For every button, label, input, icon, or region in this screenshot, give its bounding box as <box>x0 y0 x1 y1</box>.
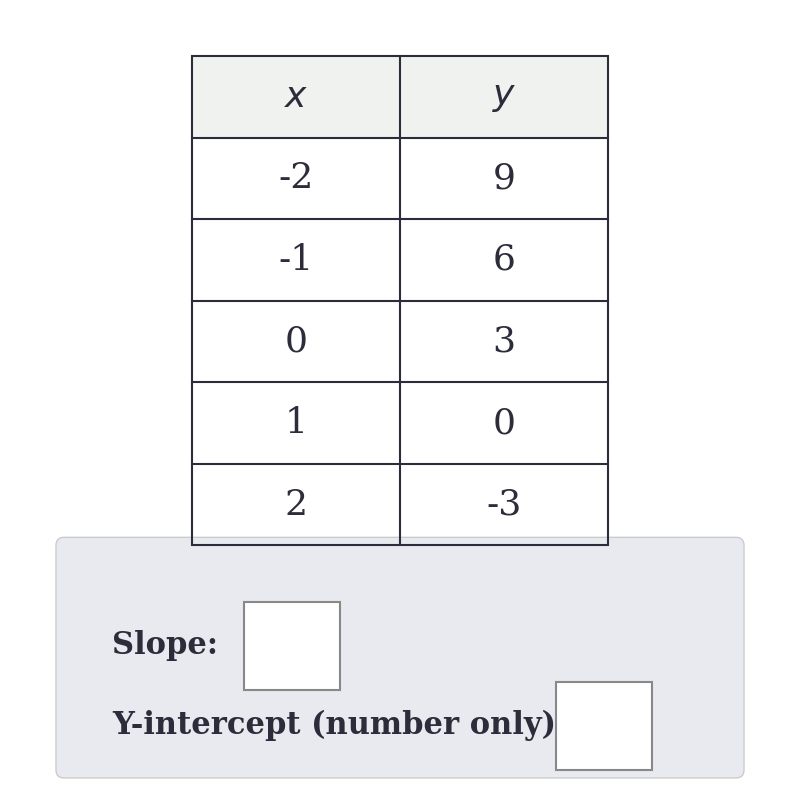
Bar <box>192 56 608 545</box>
Text: 1: 1 <box>285 406 307 440</box>
FancyBboxPatch shape <box>556 682 652 770</box>
Text: 3: 3 <box>493 325 515 358</box>
Text: 6: 6 <box>493 243 515 277</box>
Text: Y-intercept (number only):: Y-intercept (number only): <box>112 711 567 741</box>
Text: $y$: $y$ <box>492 80 516 114</box>
Text: -2: -2 <box>278 161 314 196</box>
FancyBboxPatch shape <box>244 602 340 690</box>
Text: 0: 0 <box>285 325 307 358</box>
Text: 2: 2 <box>285 488 307 521</box>
FancyBboxPatch shape <box>56 537 744 778</box>
Bar <box>192 56 608 138</box>
Text: $x$: $x$ <box>284 80 308 114</box>
Text: Slope:: Slope: <box>112 630 218 661</box>
Text: -1: -1 <box>278 243 314 277</box>
Text: 9: 9 <box>493 161 515 196</box>
Text: 0: 0 <box>493 406 515 440</box>
Text: -3: -3 <box>486 488 522 521</box>
